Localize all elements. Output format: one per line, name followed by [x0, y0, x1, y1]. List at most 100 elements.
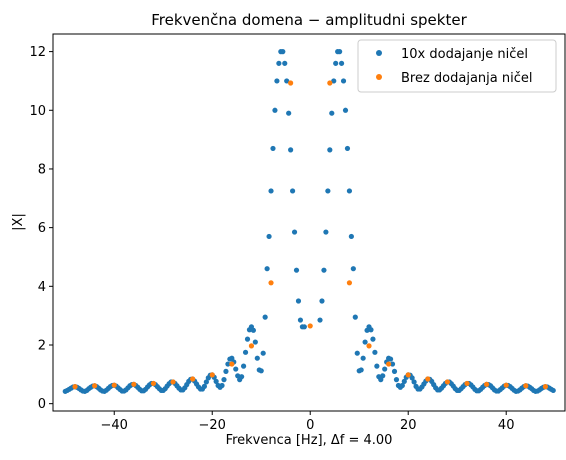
data-point: [331, 78, 337, 84]
data-point: [240, 363, 247, 369]
data-point: [387, 356, 394, 362]
data-point: [72, 384, 78, 390]
data-point: [523, 383, 529, 389]
data-point: [288, 147, 294, 153]
legend-box: [357, 39, 557, 93]
data-point: [378, 377, 384, 383]
data-point: [223, 368, 229, 374]
data-point: [409, 375, 415, 381]
data-point: [92, 383, 98, 389]
data-point: [329, 110, 335, 116]
data-point: [209, 372, 215, 378]
data-point: [323, 229, 329, 235]
data-point: [333, 60, 339, 66]
legend-label-no-padding: Brez dodajanja ničel: [401, 71, 533, 86]
data-point: [389, 361, 396, 367]
data-point: [405, 372, 411, 378]
data-point: [260, 350, 266, 356]
data-point: [362, 339, 368, 345]
data-point: [503, 382, 509, 388]
data-point: [399, 382, 405, 389]
data-point: [411, 379, 417, 385]
series-no-padding: [72, 80, 549, 390]
x-tick-label: 40: [498, 418, 515, 433]
legend-label-zero-padding: 10x dodajanje ničel: [401, 47, 528, 62]
data-point: [291, 229, 298, 235]
data-point: [346, 188, 353, 194]
axes-frame: [52, 33, 566, 412]
y-tick-label: 10: [29, 104, 46, 119]
data-point: [401, 378, 407, 384]
data-point: [325, 188, 331, 194]
data-point: [111, 382, 117, 388]
data-point: [264, 266, 270, 272]
data-point: [386, 361, 392, 367]
data-point: [280, 49, 286, 55]
data-point: [354, 350, 360, 356]
data-point: [282, 60, 288, 66]
plot-area: [62, 49, 556, 394]
data-point: [295, 298, 302, 304]
legend-marker-no-padding: [376, 74, 382, 80]
x-tick-label: 0: [306, 418, 314, 433]
data-point: [254, 355, 260, 361]
data-point: [225, 361, 231, 367]
data-point: [382, 366, 388, 372]
data-point: [170, 379, 176, 385]
y-tick-label: 6: [38, 221, 46, 236]
y-axis-label: |X|: [11, 213, 26, 231]
y-tick-label: 12: [29, 45, 46, 60]
data-point: [352, 314, 358, 320]
data-point: [342, 107, 349, 113]
data-point: [374, 363, 380, 369]
data-point: [221, 377, 227, 383]
data-point: [338, 60, 345, 66]
x-tick-label: −40: [101, 418, 128, 433]
data-point: [293, 267, 300, 273]
data-point: [270, 145, 276, 152]
data-point: [297, 317, 304, 323]
data-point: [464, 380, 470, 387]
data-point: [276, 60, 282, 66]
data-point: [274, 78, 280, 84]
data-point: [284, 78, 290, 84]
legend: 10x dodajanje ničel Brez dodajanja ničel: [357, 39, 557, 93]
data-point: [190, 376, 196, 382]
data-point: [350, 266, 356, 272]
data-point: [319, 298, 325, 304]
data-point: [484, 381, 490, 387]
data-point: [327, 80, 333, 86]
data-point: [393, 377, 400, 383]
data-point: [239, 374, 245, 380]
data-point: [266, 233, 272, 240]
data-point: [288, 80, 294, 86]
data-point: [391, 368, 398, 374]
data-point: [317, 317, 323, 323]
data-point: [321, 267, 327, 273]
data-point: [233, 366, 239, 372]
data-point: [235, 373, 241, 379]
data-point: [258, 368, 264, 374]
data-point: [370, 336, 376, 342]
data-point: [250, 327, 256, 333]
y-tick-label: 2: [38, 338, 46, 353]
x-axis-label: Frekvenca [Hz], Δf = 4.00: [226, 433, 393, 448]
data-point: [242, 349, 249, 355]
data-point: [542, 384, 549, 390]
data-point: [366, 343, 372, 349]
data-point: [444, 379, 451, 385]
data-point: [150, 380, 157, 387]
data-point: [268, 280, 274, 286]
data-point: [380, 373, 386, 379]
y-tick-label: 0: [38, 397, 46, 412]
data-point: [131, 381, 137, 387]
data-point: [346, 280, 353, 286]
y-tick-label: 4: [38, 280, 46, 295]
data-point: [425, 376, 431, 382]
data-point: [327, 147, 333, 153]
data-point: [213, 378, 219, 384]
data-point: [272, 107, 278, 113]
data-point: [201, 383, 207, 389]
data-point: [550, 387, 556, 394]
data-point: [229, 361, 235, 367]
